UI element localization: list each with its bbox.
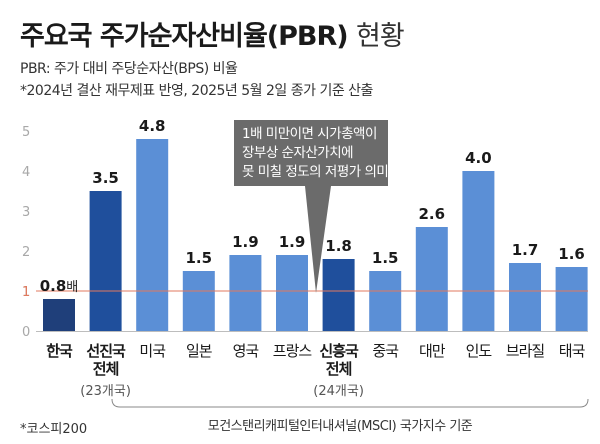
bar [89, 191, 122, 331]
category-label: 브라질 [506, 342, 545, 360]
category-label: 전체 [93, 360, 119, 378]
callout-text-line: 1배 미만이면 시가총액이 [242, 126, 377, 142]
bar [509, 263, 541, 331]
y-tick: 3 [22, 205, 30, 220]
bar [182, 271, 215, 331]
y-tick: 0 [22, 325, 30, 340]
bar-value-label: 1.5 [186, 249, 213, 267]
y-tick: 2 [22, 245, 30, 260]
bar-value-label: 1.9 [232, 233, 259, 251]
group-count-label: (24개국) [313, 384, 364, 399]
chart-title-suffix: 현황 [356, 21, 405, 52]
callout-text-line: 장부상 순자산가치에 [242, 145, 353, 161]
bar [369, 271, 402, 331]
y-tick-label: 2 [22, 245, 30, 260]
bar [322, 259, 355, 331]
bar [43, 299, 75, 331]
y-tick-label: 0 [22, 325, 30, 340]
bar-value-label: 3.5 [92, 169, 119, 187]
bar-value-label: 4.8 [139, 117, 166, 135]
chart-title: 주요국 주가순자산비율(PBR) 현황 [20, 14, 405, 53]
bar-value-label: 1.9 [279, 233, 306, 251]
category-label: 태국 [559, 342, 586, 360]
callout-box [234, 120, 388, 186]
category-label: 선진국 [86, 342, 126, 360]
y-tick-label: 5 [22, 125, 30, 140]
group-count-label: (23개국) [80, 384, 131, 399]
bar-value-label: 1.8 [325, 237, 352, 255]
category-label: 일본 [186, 342, 212, 360]
msci-bracket-label: 모건스탠리캐피털인터내셔널(MSCI) 국가지수 기준 [208, 419, 473, 434]
subtitle-note: *2024년 결산 재무제표 반영, 2025년 5월 2일 종가 기준 산출 [20, 83, 373, 99]
footnote: *코스피200 [20, 422, 88, 437]
y-tick-label: 4 [22, 165, 30, 180]
msci-bracket [111, 398, 589, 408]
category-label: 신흥국 [319, 342, 359, 360]
bar [229, 255, 262, 331]
category-label: 중국 [372, 342, 399, 360]
y-tick-label: 1 [22, 285, 30, 300]
category-label: 영국 [233, 342, 260, 360]
subtitle-definition: PBR: 주가 대비 주당순자산(BPS) 비율 [20, 61, 238, 77]
y-tick: 1 [22, 285, 30, 300]
category-label: 대만 [419, 342, 446, 360]
bar-value-label: 4.0 [465, 149, 492, 167]
bar [415, 227, 448, 331]
bar [276, 255, 308, 331]
y-tick: 4 [22, 165, 30, 180]
category-label: 전체 [326, 360, 352, 378]
y-tick-label: 3 [22, 205, 30, 220]
y-tick: 5 [22, 125, 30, 140]
bar-value-label: 2.6 [419, 205, 446, 223]
bar-value-label: 1.6 [558, 245, 585, 263]
bar [136, 139, 169, 331]
callout-text-line: 못 미칠 정도의 저평가 의미 [242, 164, 388, 180]
reference-line-label: 1 [22, 285, 30, 300]
category-label: 미국 [139, 342, 166, 360]
bar-value-label: 1.5 [372, 249, 399, 267]
category-label: 프랑스 [273, 342, 313, 360]
callout-pointer [305, 186, 331, 293]
bar [462, 171, 495, 331]
bar-value-label: 1.7 [512, 241, 539, 259]
chart-title-main: 주요국 주가순자산비율(PBR) [20, 21, 349, 52]
bar [555, 267, 588, 331]
category-label: 인도 [466, 342, 493, 360]
bar-value-label: 0.8배 [40, 277, 79, 295]
category-label: 한국 [46, 342, 73, 360]
